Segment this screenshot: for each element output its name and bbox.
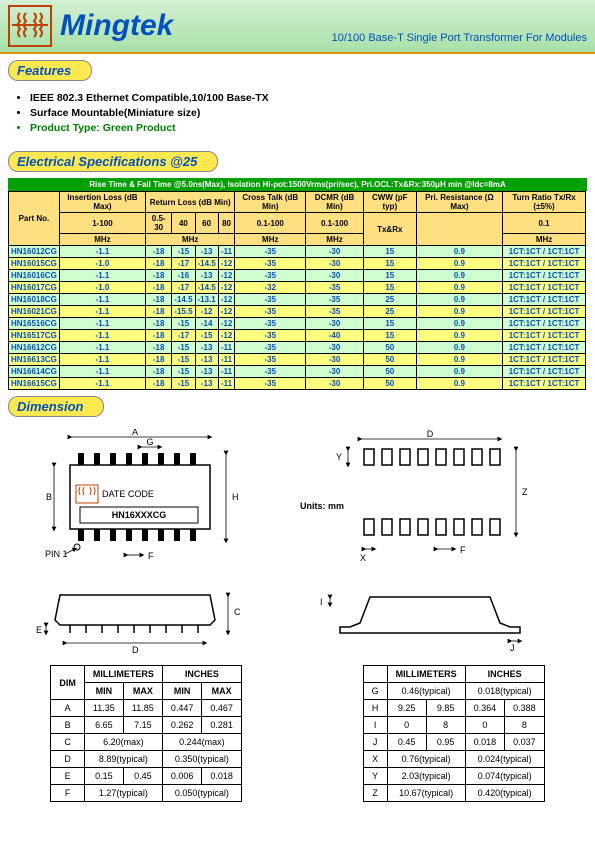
chip-end-diagram: I J — [290, 585, 550, 655]
dimension-side-diagrams: C E D I J — [0, 585, 595, 661]
chip-side-diagram: C E D — [10, 585, 270, 655]
svg-text:X: X — [360, 553, 366, 563]
svg-text:F: F — [148, 551, 154, 561]
feature-item: Surface Mountable(Miniature size) — [30, 107, 595, 119]
svg-text:G: G — [146, 437, 153, 447]
feature-item: Product Type: Green Product — [30, 122, 595, 134]
svg-text:C: C — [234, 607, 241, 617]
svg-text:Units: mm: Units: mm — [300, 501, 344, 511]
svg-text:PIN 1: PIN 1 — [45, 549, 68, 559]
svg-text:A: A — [132, 429, 138, 437]
features-label: Features — [8, 60, 92, 81]
dimension-tables: DIMMILLIMETERSINCHES MINMAXMINMAXA11.351… — [0, 661, 595, 806]
logo-icon — [8, 5, 52, 47]
svg-text:Z: Z — [522, 487, 528, 497]
dimension-diagrams: A G DATE CODE HN16XXXCG PIN 1 B H F D — [0, 423, 595, 585]
brand-text: Mingtek — [60, 9, 173, 43]
specs-label: Electrical Specifications @25 — [8, 151, 218, 172]
svg-text:J: J — [510, 643, 515, 653]
svg-text:F: F — [460, 545, 466, 555]
svg-text:HN16XXXCG: HN16XXXCG — [112, 510, 167, 520]
svg-text:D: D — [427, 429, 434, 439]
specs-note: Rise Time & Fall Time @5.0ns(Max), Isola… — [8, 178, 587, 191]
subtitle-text: 10/100 Base-T Single Port Transformer Fo… — [332, 32, 587, 48]
specs-table: Part No. Insertion Loss (dB Max)Return L… — [8, 191, 586, 390]
dimension-label: Dimension — [8, 396, 104, 417]
footprint-diagram: D Y Z X F Units: mm — [290, 429, 550, 579]
svg-text:B: B — [46, 492, 52, 502]
feature-item: IEEE 802.3 Ethernet Compatible,10/100 Ba… — [30, 92, 595, 104]
dimension-table-2: MILLIMETERSINCHESG0.46(typical)0.018(typ… — [363, 665, 545, 802]
svg-text:E: E — [36, 625, 42, 635]
dimension-table-1: DIMMILLIMETERSINCHES MINMAXMINMAXA11.351… — [50, 665, 242, 802]
svg-text:Y: Y — [336, 452, 342, 462]
chip-top-diagram: A G DATE CODE HN16XXXCG PIN 1 B H F — [10, 429, 270, 579]
svg-text:I: I — [320, 597, 323, 607]
features-list: IEEE 802.3 Ethernet Compatible,10/100 Ba… — [0, 87, 595, 145]
header: Mingtek 10/100 Base-T Single Port Transf… — [0, 0, 595, 54]
svg-text:DATE CODE: DATE CODE — [102, 489, 154, 499]
svg-text:H: H — [232, 492, 239, 502]
svg-text:D: D — [132, 645, 139, 655]
